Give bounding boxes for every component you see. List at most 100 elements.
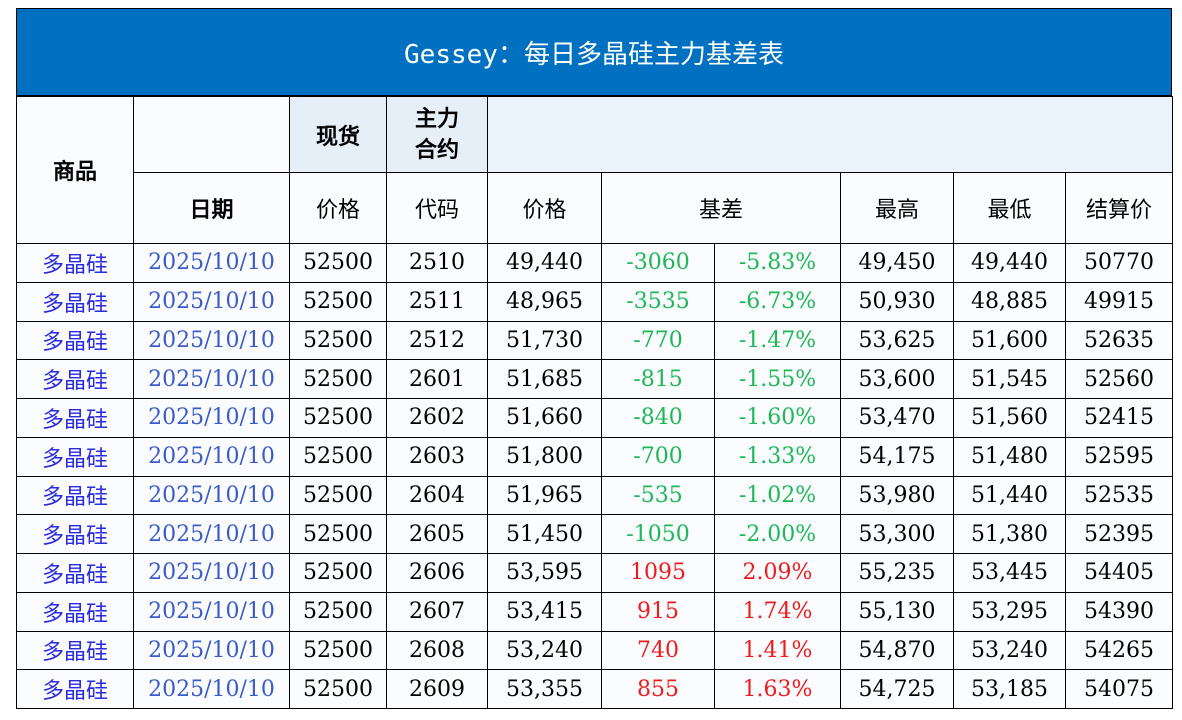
cell-settle: 54265 [1064,630,1174,671]
cell-date: 2025/10/10 [133,359,290,399]
cell-high: 53,600 [840,359,954,399]
cell-price: 51,660 [487,398,602,438]
cell-price: 51,685 [487,359,602,399]
header-settle: 结算价 [1064,172,1174,244]
cell-basis: 915 [601,591,715,632]
cell-pct: -2.00% [714,514,841,554]
cell-price: 53,355 [487,669,602,709]
cell-price: 53,595 [487,553,602,593]
cell-product: 多晶硅 [16,398,134,438]
table-title: Gessey：每日多晶硅主力基差表 [16,8,1172,96]
cell-settle: 54390 [1064,591,1174,632]
header-low: 最低 [953,172,1066,244]
cell-code: 2603 [386,436,488,477]
cell-basis: 1095 [601,553,715,593]
cell-basis: -3535 [601,281,715,322]
cell-pct: -1.33% [714,436,841,477]
cell-basis: -700 [601,436,715,477]
cell-code: 2602 [386,398,488,438]
cell-settle: 49915 [1064,281,1174,322]
cell-spot: 52500 [289,281,387,322]
cell-spot: 52500 [289,475,387,516]
cell-product: 多晶硅 [16,281,134,322]
table-row: 多晶硅 2025/10/10 52500 2602 51,660 -840 -1.60% 53… [16,398,1174,438]
cell-low: 51,440 [953,475,1066,516]
cell-date: 2025/10/10 [133,630,290,671]
cell-date: 2025/10/10 [133,669,290,709]
cell-settle: 52395 [1064,514,1174,554]
cell-settle: 54405 [1064,553,1174,593]
cell-product: 多晶硅 [16,475,134,516]
cell-low: 53,185 [953,669,1066,709]
cell-settle: 52535 [1064,475,1174,516]
cell-high: 49,450 [840,243,954,283]
cell-low: 51,545 [953,359,1066,399]
cell-low: 53,445 [953,553,1066,593]
cell-low: 51,380 [953,514,1066,554]
cell-pct: 1.63% [714,669,841,709]
table-row: 多晶硅 2025/10/10 52500 2607 53,415 915 1.74% 55,1… [16,591,1174,632]
cell-code: 2605 [386,514,488,554]
cell-low: 51,560 [953,398,1066,438]
cell-spot: 52500 [289,436,387,477]
cell-price: 53,240 [487,630,602,671]
header-product: 商品 [16,96,134,244]
cell-low: 49,440 [953,243,1066,283]
cell-spot: 52500 [289,514,387,554]
header-spot-price: 价格 [289,172,387,244]
cell-code: 2604 [386,475,488,516]
basis-table-container: Gessey：每日多晶硅主力基差表 商品 现货 主力合约 日期 价格 代码 价格… [16,8,1174,709]
cell-basis: -815 [601,359,715,399]
cell-pct: 1.74% [714,591,841,632]
cell-settle: 52560 [1064,359,1174,399]
cell-high: 53,300 [840,514,954,554]
cell-product: 多晶硅 [16,436,134,477]
cell-product: 多晶硅 [16,320,134,361]
cell-high: 54,725 [840,669,954,709]
cell-pct: -1.55% [714,359,841,399]
cell-high: 54,175 [840,436,954,477]
cell-pct: 1.41% [714,630,841,671]
basis-table: 商品 现货 主力合约 日期 价格 代码 价格 基差 最高 最低 结算价 多晶硅 2… [16,96,1174,709]
cell-price: 53,415 [487,591,602,632]
table-row: 多晶硅 2025/10/10 52500 2608 53,240 740 1.41% 54,8… [16,630,1174,671]
cell-price: 48,965 [487,281,602,322]
cell-low: 53,295 [953,591,1066,632]
cell-pct: -5.83% [714,243,841,283]
cell-spot: 52500 [289,320,387,361]
cell-product: 多晶硅 [16,591,134,632]
cell-settle: 52415 [1064,398,1174,438]
cell-date: 2025/10/10 [133,243,290,283]
cell-spot: 52500 [289,630,387,671]
cell-high: 50,930 [840,281,954,322]
table-row: 多晶硅 2025/10/10 52500 2605 51,450 -1050 -2.00% 5… [16,514,1174,554]
table-row: 多晶硅 2025/10/10 52500 2603 51,800 -700 -1.33% 54… [16,436,1174,477]
cell-date: 2025/10/10 [133,436,290,477]
cell-product: 多晶硅 [16,243,134,283]
cell-pct: 2.09% [714,553,841,593]
cell-code: 2601 [386,359,488,399]
cell-price: 51,965 [487,475,602,516]
table-row: 多晶硅 2025/10/10 52500 2601 51,685 -815 -1.55% 53… [16,359,1174,399]
cell-basis: -1050 [601,514,715,554]
header-main-contract-label: 主力合约 [414,105,459,163]
cell-basis: 855 [601,669,715,709]
cell-low: 53,240 [953,630,1066,671]
cell-low: 51,480 [953,436,1066,477]
cell-product: 多晶硅 [16,514,134,554]
table-row: 多晶硅 2025/10/10 52500 2609 53,355 855 1.63% 54,7… [16,669,1174,709]
header-high: 最高 [840,172,954,244]
table-row: 多晶硅 2025/10/10 52500 2511 48,965 -3535 -6.73% 5… [16,281,1174,322]
header-blank [133,96,290,173]
cell-spot: 52500 [289,553,387,593]
cell-code: 2510 [386,243,488,283]
cell-basis: -535 [601,475,715,516]
cell-product: 多晶硅 [16,359,134,399]
cell-pct: -1.02% [714,475,841,516]
cell-low: 48,885 [953,281,1066,322]
header-date: 日期 [133,172,290,244]
cell-basis: -770 [601,320,715,361]
cell-pct: -6.73% [714,281,841,322]
cell-price: 51,800 [487,436,602,477]
cell-low: 51,600 [953,320,1066,361]
